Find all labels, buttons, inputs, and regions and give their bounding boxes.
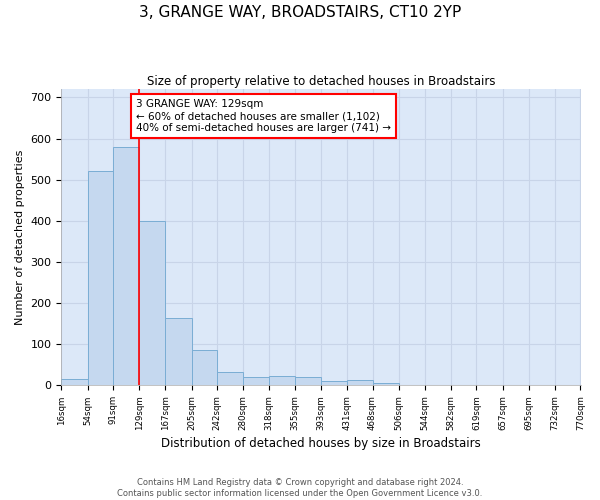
Bar	[61, 380, 88, 386]
Bar	[113, 147, 139, 386]
Bar	[166, 318, 191, 386]
Y-axis label: Number of detached properties: Number of detached properties	[15, 150, 25, 325]
Title: Size of property relative to detached houses in Broadstairs: Size of property relative to detached ho…	[147, 75, 496, 88]
Text: Contains HM Land Registry data © Crown copyright and database right 2024.
Contai: Contains HM Land Registry data © Crown c…	[118, 478, 482, 498]
Bar	[321, 380, 347, 386]
Bar	[269, 376, 295, 386]
X-axis label: Distribution of detached houses by size in Broadstairs: Distribution of detached houses by size …	[161, 437, 481, 450]
Bar	[347, 380, 373, 386]
Text: 3 GRANGE WAY: 129sqm
← 60% of detached houses are smaller (1,102)
40% of semi-de: 3 GRANGE WAY: 129sqm ← 60% of detached h…	[136, 100, 391, 132]
Bar	[295, 377, 321, 386]
Bar	[373, 384, 399, 386]
Bar	[139, 221, 166, 386]
Bar	[243, 377, 269, 386]
Bar	[191, 350, 217, 386]
Bar	[88, 172, 113, 386]
Text: 3, GRANGE WAY, BROADSTAIRS, CT10 2YP: 3, GRANGE WAY, BROADSTAIRS, CT10 2YP	[139, 5, 461, 20]
Bar	[217, 372, 243, 386]
